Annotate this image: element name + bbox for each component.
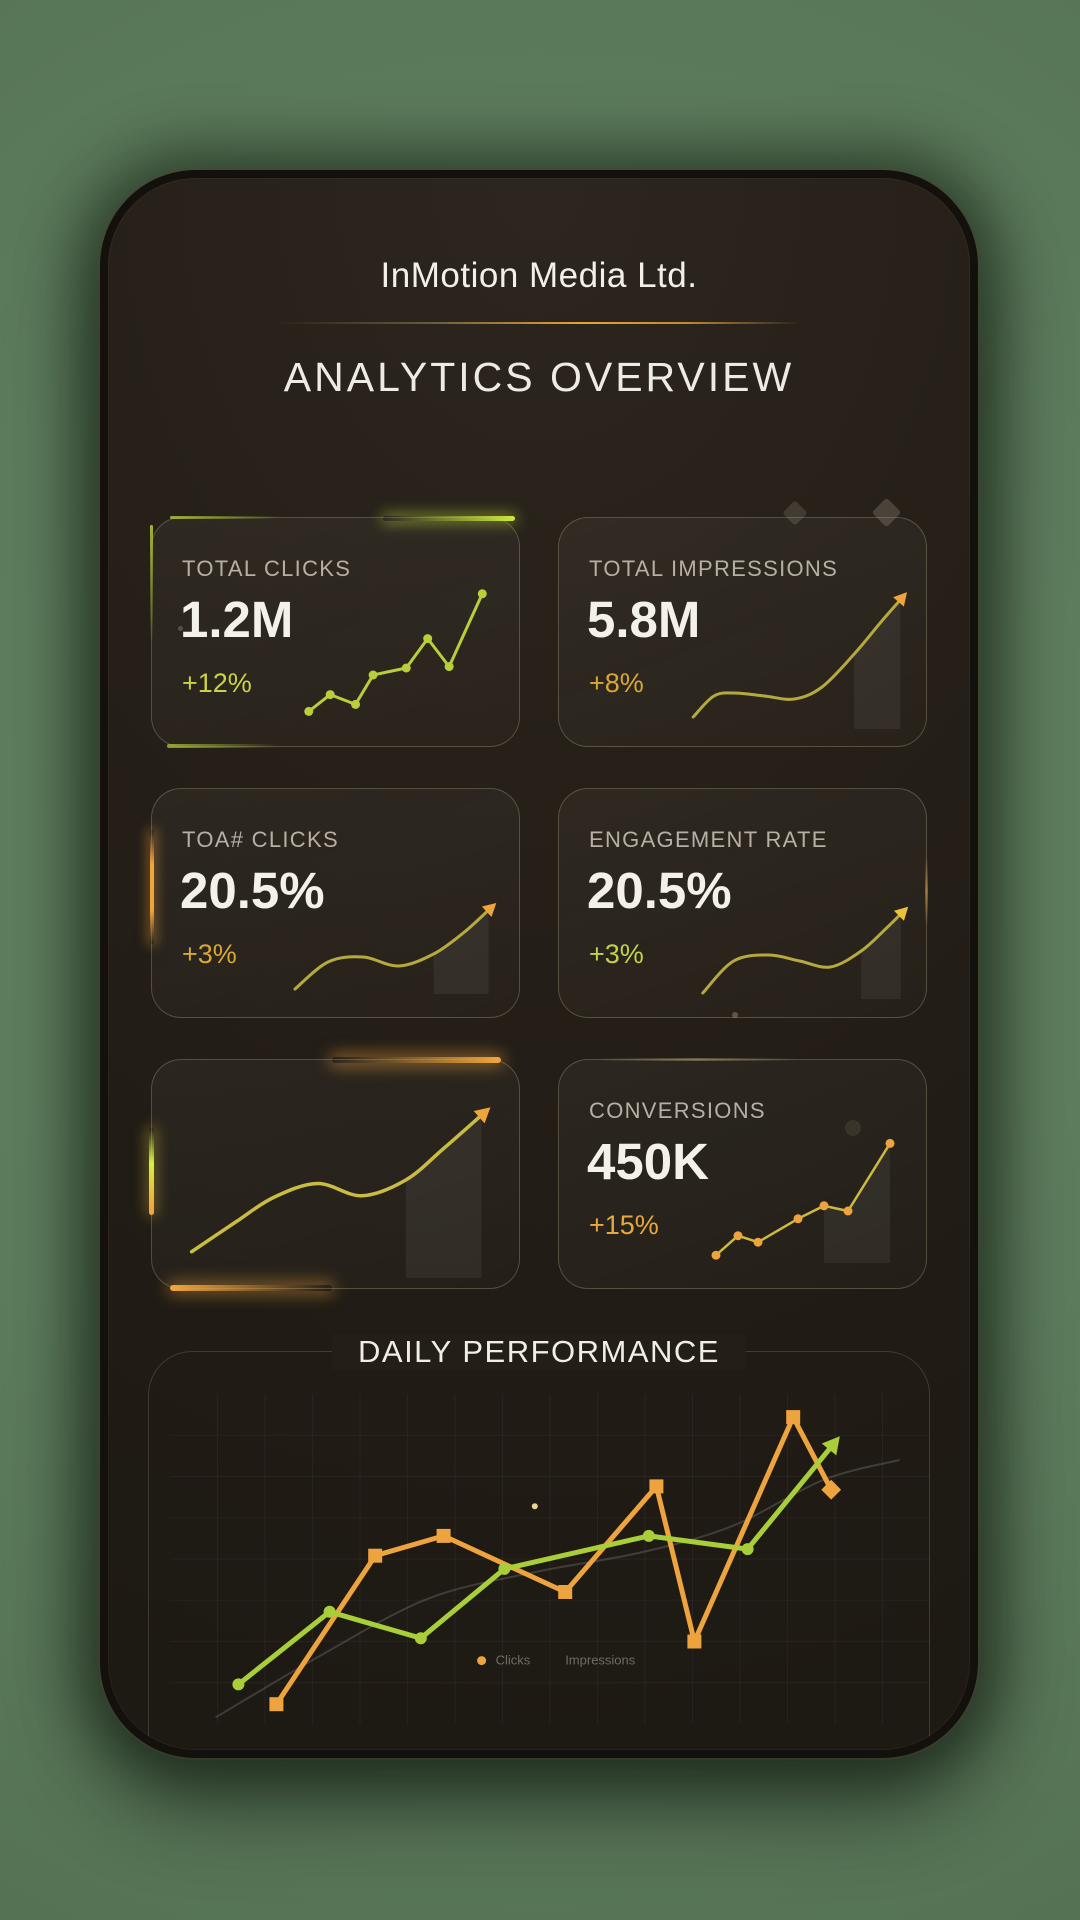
stats-grid: TOTAL CLICKS 1.2M +12% TOTAL IMPRESSIONS… [149,516,928,1291]
stat-value: 450K [587,1133,709,1190]
stat-card-total-clicks[interactable]: TOTAL CLICKS 1.2M +12% [150,516,520,748]
stat-value: 20.5% [180,862,325,919]
stat-label: TOA# CLICKS [182,827,339,852]
stat-card-total-impressions[interactable]: TOTAL IMPRESSIONS 5.8M +8% [558,517,927,747]
stat-delta: +3% [589,939,644,969]
daily-performance-chart: Clicks Impressions [170,1394,930,1724]
page-title: ANALYTICS OVERVIEW [283,354,795,400]
sparkline-chart [694,899,914,999]
sparkline-chart [704,1133,904,1263]
stat-label: CONVERSIONS [589,1098,766,1123]
glow-accent [150,830,154,945]
title-divider [276,322,802,324]
stat-card-conversions[interactable]: CONVERSIONS 450K +15% [558,1058,927,1289]
stat-value: 20.5% [587,862,732,919]
glow-accent [331,1057,501,1063]
sparkline-chart [684,579,914,729]
company-title: InMotion Media Ltd. [380,256,698,295]
stat-card-toa-clicks[interactable]: TOA# CLICKS 20.5% +3% [150,788,520,1018]
glow-accent [925,857,928,926]
glow-accent [170,516,281,519]
stat-delta: +3% [182,939,237,969]
stat-delta: +12% [182,668,252,698]
stat-label: ENGAGEMENT RATE [589,827,828,852]
svg-text:Clicks: Clicks [496,1653,531,1668]
svg-text:Impressions: Impressions [565,1653,636,1668]
phone-frame: InMotion Media Ltd. ANALYTICS OVERVIEW T… [100,170,978,1758]
phone-screen: InMotion Media Ltd. ANALYTICS OVERVIEW T… [108,178,970,1750]
sparkline-chart [299,584,494,724]
glow-accent [150,524,153,644]
sparkline-chart [284,894,504,994]
glow-accent [383,516,516,521]
stat-delta: +15% [589,1210,659,1240]
stat-label: TOTAL CLICKS [182,556,352,581]
daily-performance-section: DAILY PERFORMANCE Clicks Impressions [148,1334,930,1750]
stat-label: TOTAL IMPRESSIONS [589,556,839,581]
stat-value: 1.2M [180,591,294,648]
glow-accent [595,1058,798,1061]
stat-delta: +8% [589,668,644,698]
glow-accent [166,744,277,748]
glow-accent [149,1128,154,1216]
stat-card-engagement-rate[interactable]: ENGAGEMENT RATE 20.5% +3% [558,788,928,1018]
glow-accent [170,1285,332,1291]
stat-card-untitled[interactable] [149,1057,520,1291]
stat-value: 5.8M [587,591,701,648]
daily-performance-title: DAILY PERFORMANCE [332,1334,746,1370]
sparkline-chart [179,1103,494,1278]
